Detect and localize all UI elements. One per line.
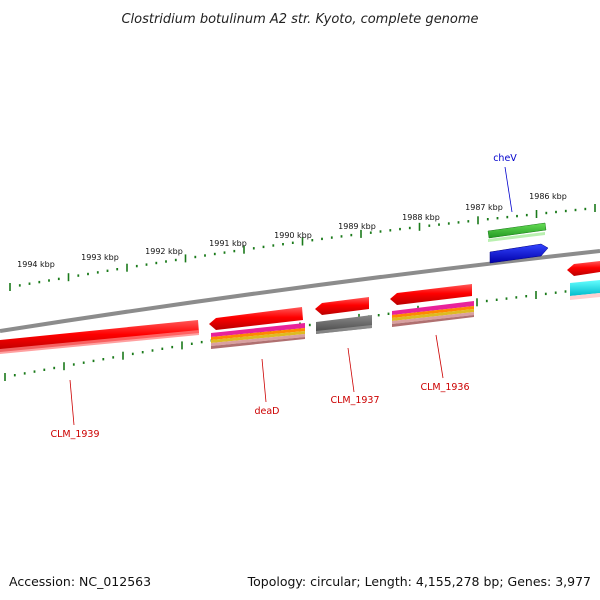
chev-gene-green[interactable] bbox=[487, 222, 547, 239]
dead-leader-line bbox=[261, 358, 267, 403]
topology-summary: Topology: circular; Length: 4,155,278 bp… bbox=[247, 574, 591, 589]
reverse-features bbox=[0, 280, 600, 354]
clm-1937-gray-shadow bbox=[316, 325, 372, 334]
clm-1937-leader-line bbox=[347, 347, 355, 393]
gene-label-dead[interactable]: deaD bbox=[254, 406, 279, 417]
clm-1937-gene[interactable] bbox=[315, 297, 369, 315]
clm-1936-track-magenta bbox=[392, 301, 474, 315]
scale-label-1992: 1992 kbp bbox=[145, 247, 183, 256]
gene-label-chev[interactable]: cheV bbox=[493, 153, 517, 164]
dead-track-yellow bbox=[211, 331, 305, 343]
scale-label-1986: 1986 kbp bbox=[529, 192, 567, 201]
scale-label-1989: 1989 kbp bbox=[338, 222, 376, 231]
gene-cyan-right[interactable] bbox=[570, 280, 600, 296]
clm-1936-track-yellow bbox=[392, 309, 474, 321]
clm-1939-gene[interactable] bbox=[0, 320, 199, 352]
gene-label-clm-1936[interactable]: CLM_1936 bbox=[420, 382, 469, 393]
gene-label-clm-1937[interactable]: CLM_1937 bbox=[330, 395, 379, 406]
chev-gene-blue[interactable] bbox=[489, 243, 549, 264]
dead-track-orange bbox=[211, 328, 305, 340]
scale-label-1988: 1988 kbp bbox=[402, 213, 440, 222]
gene-labels: cheV deaD CLM_1937 CLM_1936 CLM_1939 bbox=[50, 153, 517, 440]
accession-text: Accession: NC_012563 bbox=[9, 574, 151, 589]
scale-label-1994: 1994 kbp bbox=[17, 260, 55, 269]
scale-labels: 1994 kbp 1993 kbp 1992 kbp 1991 kbp 1990… bbox=[17, 192, 567, 269]
gene-red-right[interactable] bbox=[567, 261, 600, 276]
gene-label-clm-1939[interactable]: CLM_1939 bbox=[50, 429, 99, 440]
scale-label-1991: 1991 kbp bbox=[209, 239, 247, 248]
chev-gene-shadow bbox=[488, 232, 545, 242]
clm-1936-track-orange bbox=[392, 306, 474, 318]
clm-1936-gene[interactable] bbox=[390, 284, 472, 305]
dead-track-magenta bbox=[211, 323, 305, 337]
clm-1939-shadow bbox=[0, 330, 199, 354]
chev-leader-line bbox=[504, 166, 513, 213]
scale-label-1987: 1987 kbp bbox=[465, 203, 503, 212]
clm-1936-track-pink bbox=[392, 312, 474, 324]
clm-1936-leader-line bbox=[435, 334, 444, 379]
clm-1939-leader-line bbox=[69, 379, 75, 426]
clm-1936-track-brown bbox=[392, 315, 474, 327]
genome-backbone bbox=[0, 249, 600, 333]
forward-features bbox=[487, 222, 600, 276]
scale-label-1990: 1990 kbp bbox=[274, 231, 312, 240]
dead-track-pink bbox=[211, 334, 305, 346]
dead-gene[interactable] bbox=[209, 307, 303, 330]
page-title: Clostridium botulinum A2 str. Kyoto, com… bbox=[121, 12, 478, 27]
dead-track-brown bbox=[211, 337, 305, 349]
gene-cyan-shadow bbox=[570, 293, 600, 300]
outer-scale-ticks bbox=[9, 204, 596, 291]
scale-label-1993: 1993 kbp bbox=[81, 253, 119, 262]
